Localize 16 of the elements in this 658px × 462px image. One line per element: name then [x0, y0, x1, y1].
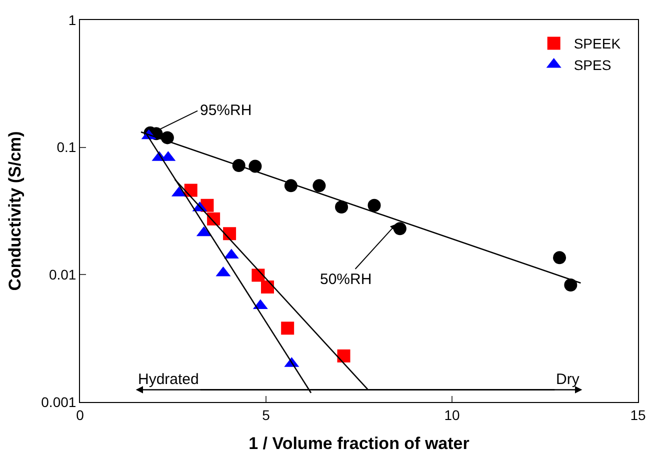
- annotation: 95%RH: [200, 102, 252, 119]
- y-tick-label: 0.01: [48, 266, 76, 283]
- y-tick-label: 0.001: [41, 394, 76, 410]
- annotation: Dry: [556, 371, 580, 388]
- x-tick-label: 15: [630, 406, 646, 423]
- annotation: Hydrated: [138, 371, 199, 388]
- legend-label: SPEEK: [574, 36, 622, 52]
- y-tick-label: 0.1: [56, 139, 76, 156]
- x-tick-label: 0: [76, 406, 84, 423]
- x-tick-label: 10: [444, 406, 460, 423]
- legend-label: SPES: [574, 56, 612, 73]
- y-axis-title: Conductivity (S/cm): [6, 131, 25, 291]
- y-tick-label: 1: [68, 12, 76, 28]
- x-axis-title: 1 / Volume fraction of water: [248, 434, 470, 454]
- x-tick-label: 5: [262, 406, 270, 423]
- annotation: 50%RH: [320, 271, 372, 288]
